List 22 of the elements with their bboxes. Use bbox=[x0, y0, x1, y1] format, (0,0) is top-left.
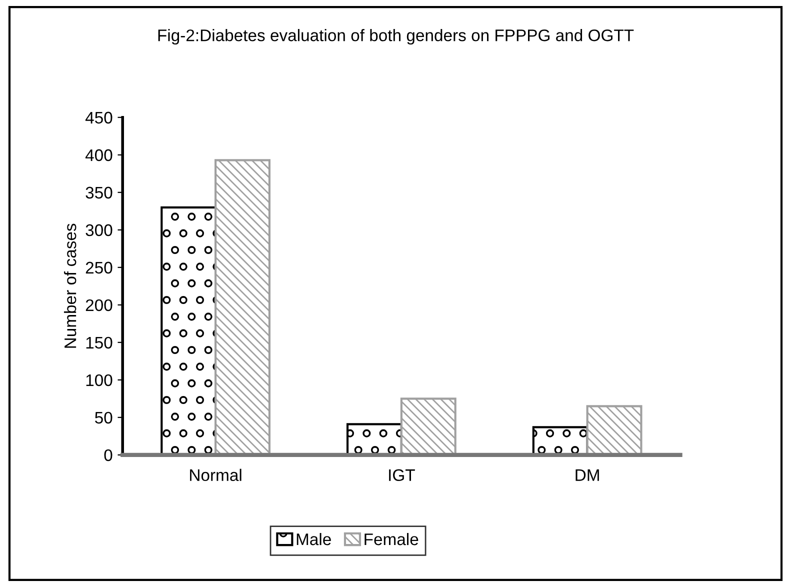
bar bbox=[400, 398, 456, 455]
bar bbox=[532, 426, 588, 455]
x-tick-label: Normal bbox=[190, 468, 242, 482]
y-tick-label: 350 bbox=[86, 186, 112, 199]
legend-label: Male bbox=[296, 532, 331, 546]
legend-label: Female bbox=[364, 532, 418, 546]
y-tick-label: 250 bbox=[86, 262, 112, 274]
bar bbox=[214, 159, 270, 455]
y-tick-label: 150 bbox=[86, 336, 112, 349]
y-tick-label: 300 bbox=[86, 224, 112, 236]
x-tick-label: DM bbox=[576, 469, 599, 481]
y-axis-title: Number of cases bbox=[64, 224, 76, 348]
y-tick-label: 200 bbox=[86, 299, 112, 312]
bar bbox=[346, 423, 402, 455]
y-tick-label: 50 bbox=[95, 412, 112, 424]
x-tick-label: IGT bbox=[389, 469, 415, 482]
chart-title: Fig-2:Diabetes evaluation of both genders on FPPPG and OGTT bbox=[158, 29, 634, 45]
y-tick-label: 400 bbox=[85, 149, 112, 162]
bar bbox=[586, 405, 642, 455]
y-tick-label: 100 bbox=[86, 374, 112, 386]
y-tick-label: 0 bbox=[104, 449, 112, 462]
y-tick-label: 450 bbox=[85, 112, 112, 124]
